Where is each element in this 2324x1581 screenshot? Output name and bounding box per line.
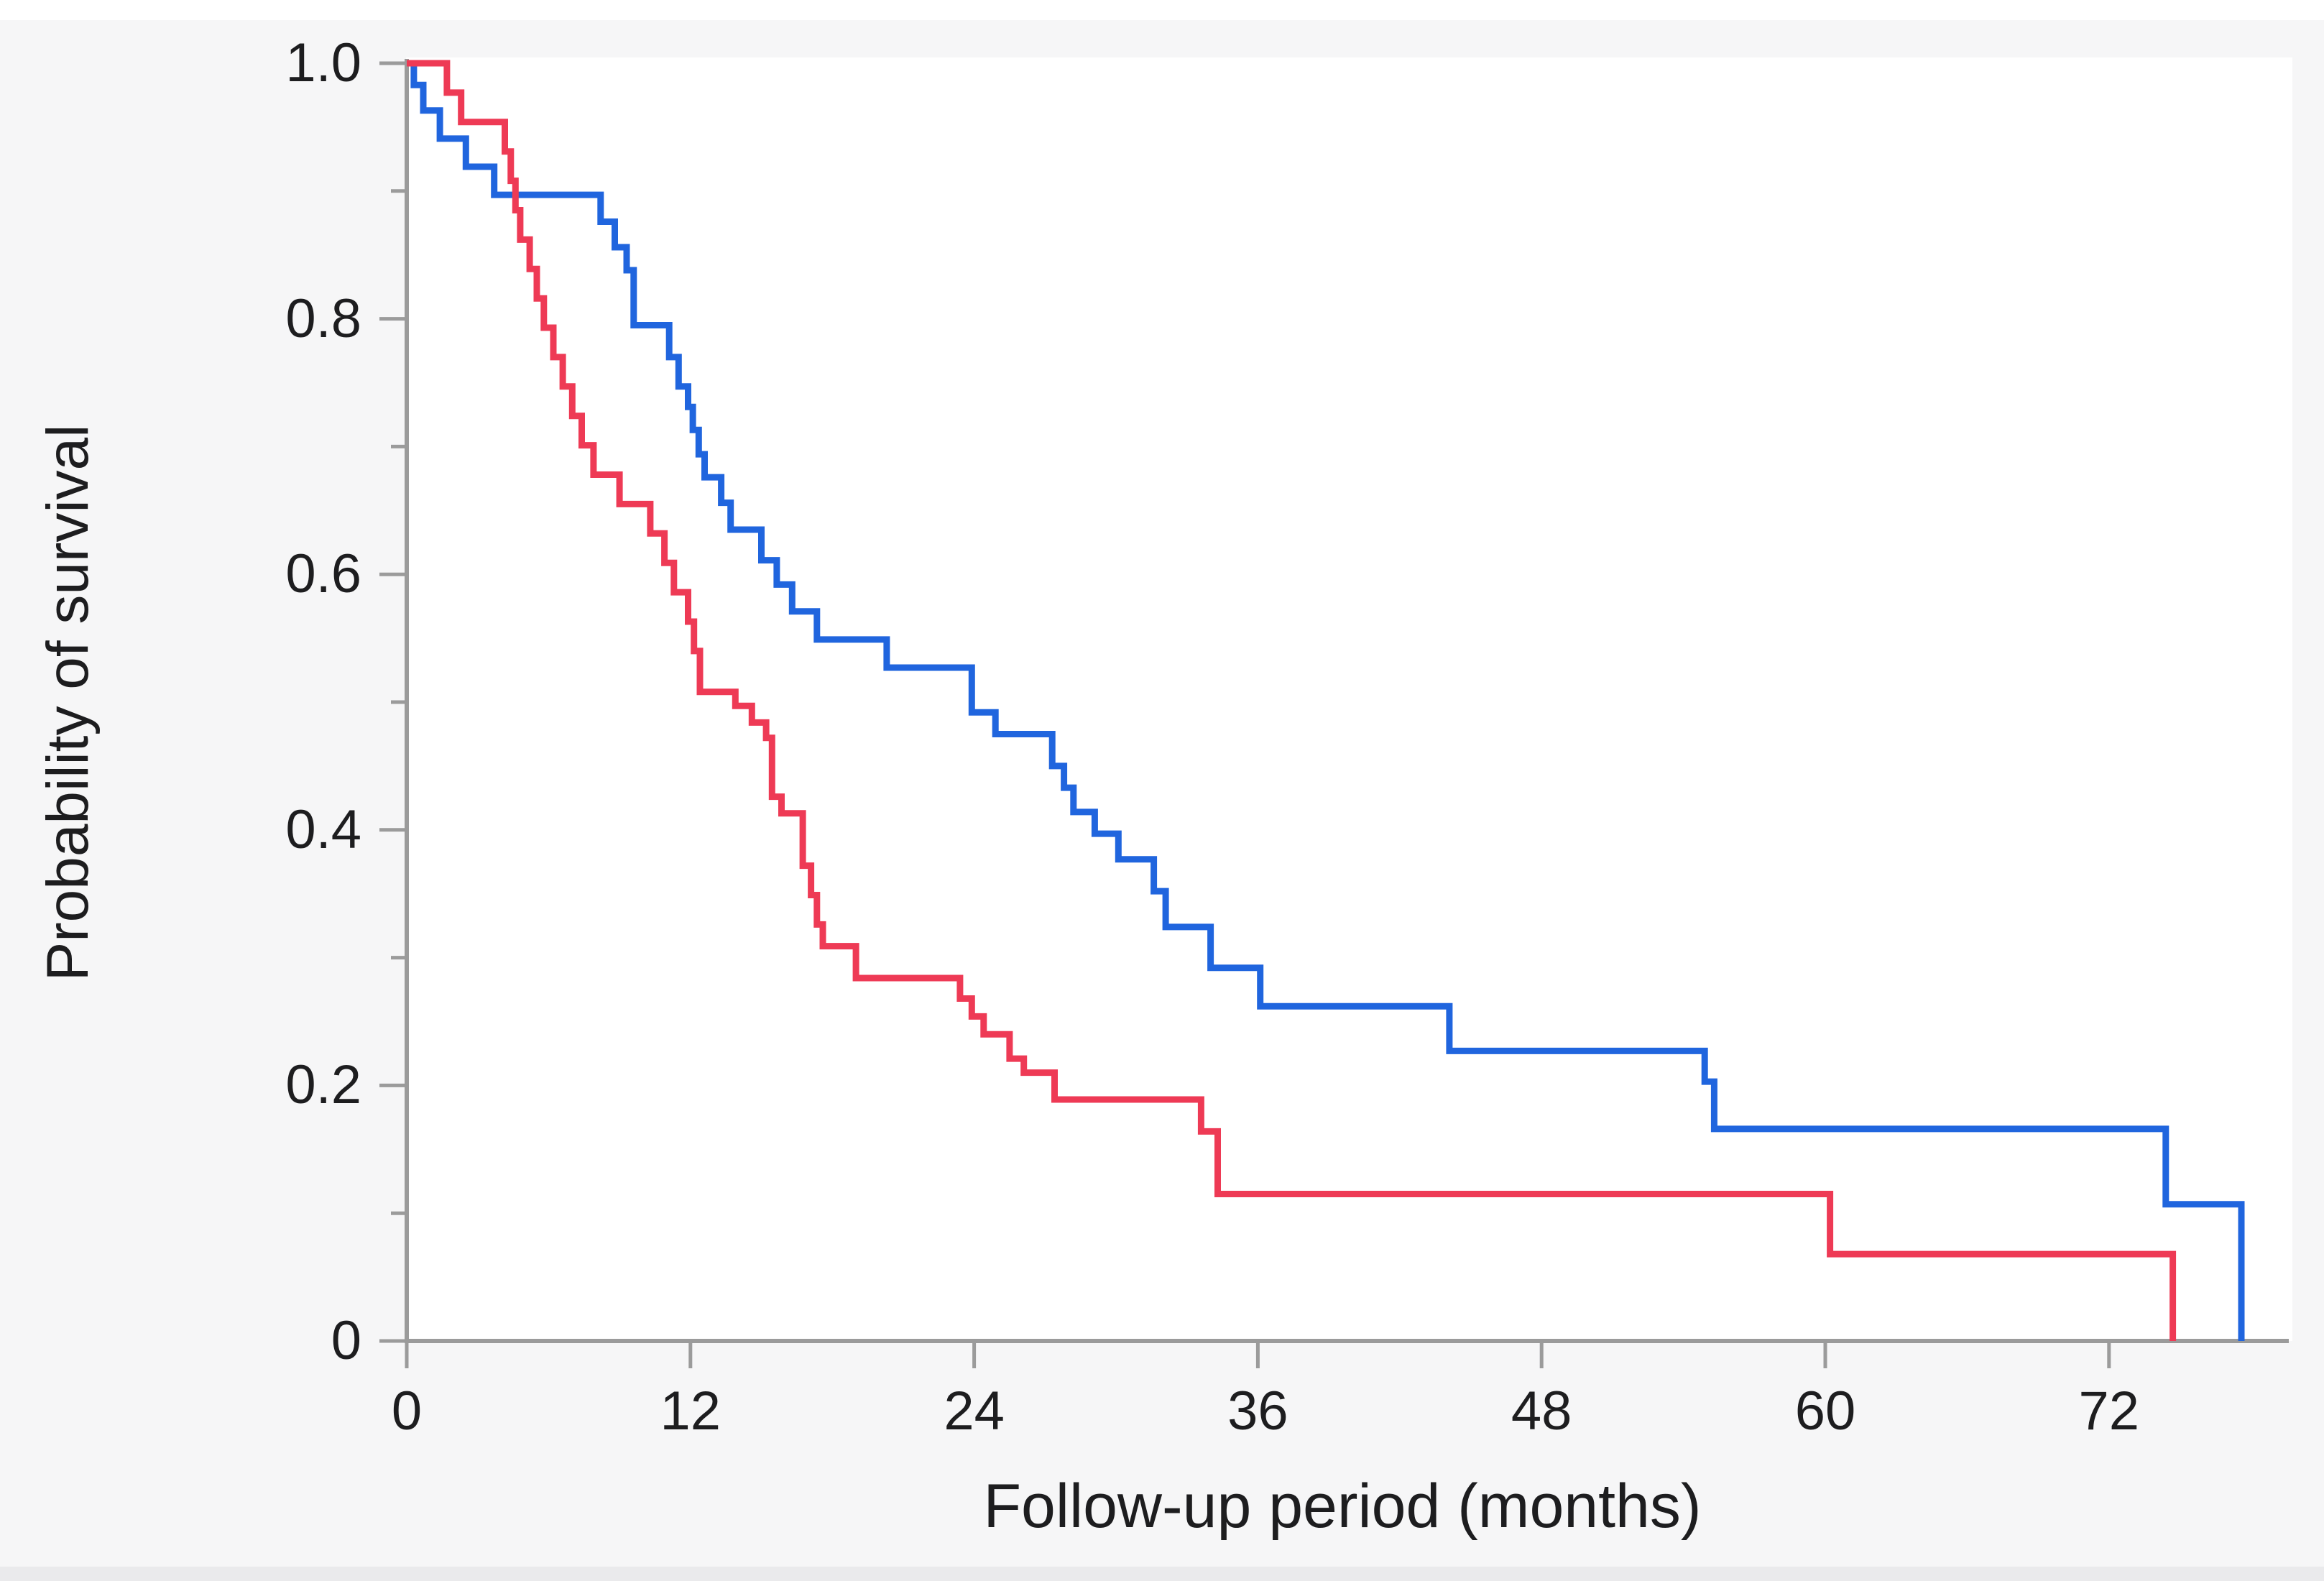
y-tick-label: 0.6 [285, 543, 361, 605]
y-tick-label: 0.2 [285, 1054, 361, 1116]
y-tick-label: 0.4 [285, 798, 361, 860]
x-tick-label: 36 [1227, 1381, 1288, 1442]
x-tick-label: 12 [660, 1381, 721, 1442]
x-tick-label: 0 [391, 1381, 423, 1442]
x-tick-label: 24 [944, 1381, 1005, 1442]
x-tick-label: 72 [2078, 1381, 2140, 1442]
blue-group-survival-curve [407, 60, 2245, 1341]
x-tick-label: 48 [1511, 1381, 1572, 1442]
x-tick-label: 60 [1794, 1381, 1856, 1442]
y-tick-label: 1.0 [285, 32, 361, 93]
y-tick-label: 0.8 [285, 287, 361, 349]
top-margin-strip [0, 0, 2324, 20]
x-axis-title: Follow-up period (months) [983, 1472, 1702, 1541]
y-axis-title: Probability of survival [35, 424, 101, 982]
y-tick-label: 0 [331, 1310, 361, 1371]
bottom-margin-strip [0, 1567, 2324, 1581]
red-group-survival-curve [407, 60, 2177, 1341]
